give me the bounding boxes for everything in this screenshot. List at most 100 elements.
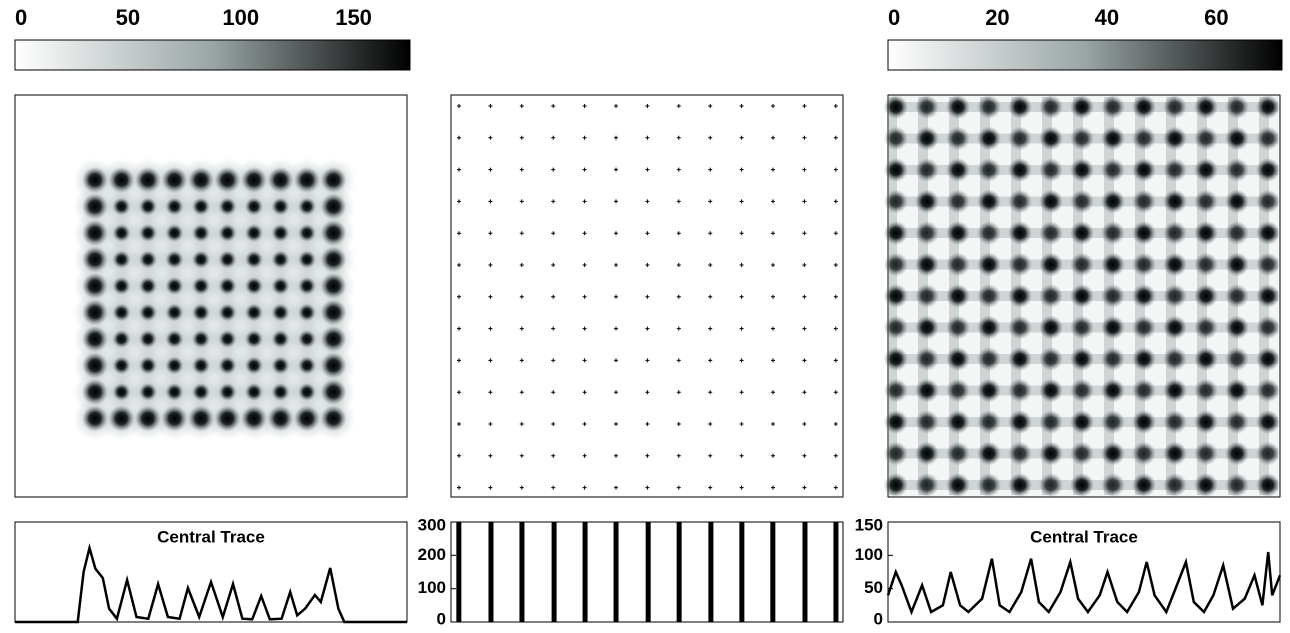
- spot: [977, 253, 1001, 277]
- spot: [884, 95, 908, 119]
- spot: [946, 127, 970, 151]
- spot: [1194, 127, 1218, 151]
- spot: [1225, 316, 1249, 340]
- spot: [1008, 442, 1032, 466]
- spot: [1039, 221, 1063, 245]
- spike: [802, 522, 807, 622]
- spot: [915, 253, 939, 277]
- spot: [884, 221, 908, 245]
- spot: [1163, 253, 1187, 277]
- spot: [1256, 442, 1280, 466]
- spot: [1225, 158, 1249, 182]
- spot: [1163, 284, 1187, 308]
- spot: [1101, 253, 1125, 277]
- spot: [1256, 347, 1280, 371]
- spot: [884, 473, 908, 497]
- spot: [1256, 473, 1280, 497]
- spot: [1225, 442, 1249, 466]
- spot: [946, 347, 970, 371]
- spot: [977, 284, 1001, 308]
- spot: [946, 158, 970, 182]
- spot: [1163, 410, 1187, 434]
- spot: [1163, 158, 1187, 182]
- spot: [1225, 221, 1249, 245]
- spot: [1070, 221, 1094, 245]
- spot: [884, 410, 908, 434]
- spot: [1101, 158, 1125, 182]
- spot: [1008, 221, 1032, 245]
- spike: [552, 522, 557, 622]
- spot: [884, 190, 908, 214]
- spot: [977, 95, 1001, 119]
- spot: [1008, 410, 1032, 434]
- colorbar-tick-label: 50: [116, 5, 140, 30]
- spot: [1070, 316, 1094, 340]
- spot: [884, 316, 908, 340]
- spot: [1132, 95, 1156, 119]
- spot: [1101, 347, 1125, 371]
- spot: [1070, 253, 1094, 277]
- spot: [1008, 95, 1032, 119]
- spot: [915, 221, 939, 245]
- spot: [1163, 95, 1187, 119]
- spot: [946, 379, 970, 403]
- spot: [1225, 410, 1249, 434]
- spot: [915, 442, 939, 466]
- spot: [1132, 316, 1156, 340]
- spot: [915, 347, 939, 371]
- spike: [519, 522, 524, 622]
- spot: [915, 158, 939, 182]
- spot: [1039, 190, 1063, 214]
- spot: [1101, 316, 1125, 340]
- spot: [1163, 442, 1187, 466]
- spot: [1225, 95, 1249, 119]
- spot: [1163, 316, 1187, 340]
- spot: [977, 442, 1001, 466]
- spot: [1225, 473, 1249, 497]
- spot: [1132, 158, 1156, 182]
- colorbar-tick-label: 150: [335, 5, 372, 30]
- spot: [1194, 442, 1218, 466]
- spot: [946, 253, 970, 277]
- spot: [977, 316, 1001, 340]
- spot: [321, 406, 347, 432]
- spot: [1194, 95, 1218, 119]
- spot: [1039, 253, 1063, 277]
- y-tick-label: 100: [418, 578, 446, 597]
- spot: [1101, 190, 1125, 214]
- spot: [915, 284, 939, 308]
- spot: [915, 127, 939, 151]
- spot: [1008, 316, 1032, 340]
- spot: [1132, 221, 1156, 245]
- spike: [739, 522, 744, 622]
- spot: [1039, 158, 1063, 182]
- spot: [1039, 442, 1063, 466]
- spot: [1070, 442, 1094, 466]
- spot: [977, 127, 1001, 151]
- spot: [915, 316, 939, 340]
- spot: [977, 379, 1001, 403]
- spot: [884, 253, 908, 277]
- spot: [977, 221, 1001, 245]
- spot: [1225, 253, 1249, 277]
- spot: [1256, 410, 1280, 434]
- spot: [1132, 190, 1156, 214]
- colorbar: [15, 40, 410, 70]
- spot: [1101, 442, 1125, 466]
- spot: [1163, 379, 1187, 403]
- y-tick-label: 50: [864, 578, 883, 597]
- spot: [1070, 410, 1094, 434]
- spot: [915, 379, 939, 403]
- spot: [1194, 158, 1218, 182]
- y-tick-label: 100: [855, 545, 883, 564]
- spot: [884, 127, 908, 151]
- spot: [977, 410, 1001, 434]
- spot: [884, 379, 908, 403]
- spot: [1163, 473, 1187, 497]
- spot: [1070, 347, 1094, 371]
- spot: [1225, 127, 1249, 151]
- spot: [1070, 158, 1094, 182]
- spot: [884, 442, 908, 466]
- spot: [1008, 127, 1032, 151]
- spot: [946, 442, 970, 466]
